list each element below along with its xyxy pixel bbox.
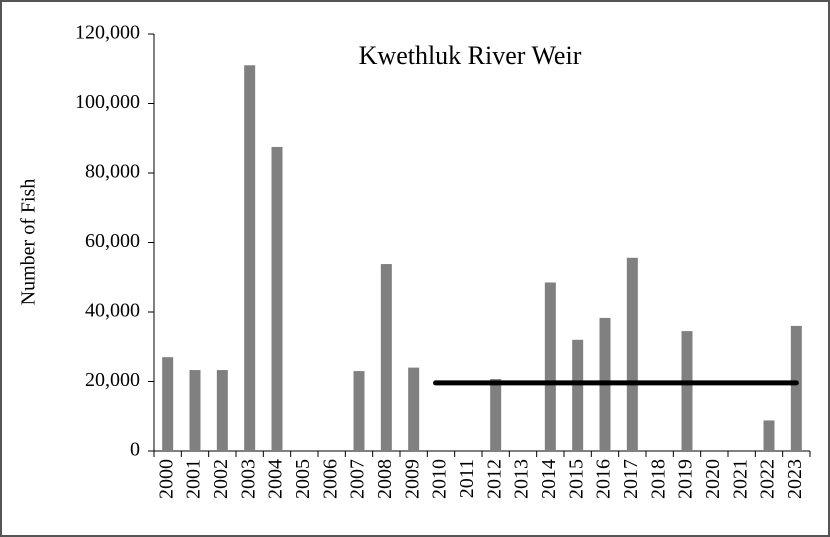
x-tick-label: 2008	[374, 459, 396, 499]
y-tick-label: 40,000	[85, 300, 140, 322]
bar	[790, 325, 802, 451]
bar	[408, 367, 420, 451]
x-tick-label: 2020	[702, 459, 724, 499]
bar	[681, 331, 693, 451]
x-tick-label: 2009	[401, 459, 423, 499]
x-tick-label: 2007	[347, 459, 369, 499]
x-tick-label: 2003	[237, 459, 259, 499]
bar	[380, 264, 392, 451]
bar	[763, 420, 775, 451]
x-tick-label: 2019	[675, 459, 697, 499]
y-tick-label: 80,000	[85, 161, 140, 183]
x-tick-label: 2006	[319, 459, 341, 499]
y-tick-label: 0	[130, 439, 140, 461]
bar	[189, 370, 201, 451]
bar	[162, 357, 174, 451]
bar	[490, 379, 502, 451]
x-tick-label: 2012	[483, 459, 505, 499]
y-tick-label: 120,000	[75, 22, 140, 44]
x-tick-label: 2015	[565, 459, 587, 499]
bar	[544, 282, 556, 451]
bar	[626, 257, 638, 451]
x-tick-label: 2010	[429, 459, 451, 499]
x-tick-label: 2018	[647, 459, 669, 499]
x-tick-label: 2001	[183, 459, 205, 499]
bar	[216, 370, 228, 451]
x-tick-label: 2002	[210, 459, 232, 499]
x-tick-label: 2011	[456, 459, 478, 498]
x-tick-label: 2023	[784, 459, 806, 499]
y-tick-label: 100,000	[75, 91, 140, 113]
x-tick-label: 2017	[620, 459, 642, 499]
y-axis-label: Number of Fish	[18, 179, 40, 306]
y-tick-label: 20,000	[85, 369, 140, 391]
x-tick-label: 2004	[265, 459, 287, 499]
chart-title: Kwethluk River Weir	[359, 41, 582, 70]
bar	[271, 146, 283, 451]
x-tick-label: 2013	[511, 459, 533, 499]
x-tick-label: 2021	[729, 459, 751, 499]
x-tick-label: 2014	[538, 459, 560, 499]
bar	[572, 339, 584, 451]
x-tick-label: 2005	[292, 459, 314, 499]
bar	[353, 371, 365, 451]
x-tick-label: 2000	[155, 459, 177, 499]
y-tick-label: 60,000	[85, 230, 140, 252]
x-tick-label: 2016	[593, 459, 615, 499]
x-tick-label: 2022	[757, 459, 779, 499]
bar	[244, 65, 256, 452]
